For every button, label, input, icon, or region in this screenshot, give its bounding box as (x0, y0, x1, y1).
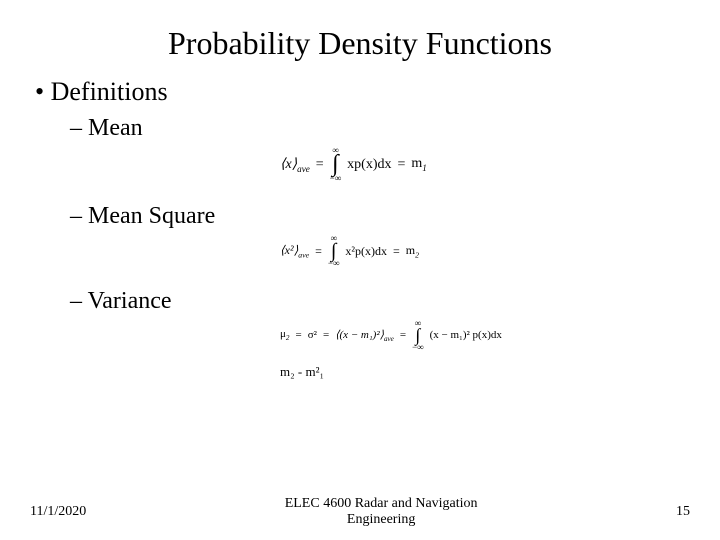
mean-square-label: Mean Square (88, 203, 215, 229)
meansq-integrand: x²p(x)dx (345, 244, 387, 259)
slide: Probability Density Functions Definition… (0, 0, 720, 540)
variance-label: Variance (88, 288, 172, 314)
bullet-mean-square: Mean Square (70, 203, 690, 230)
footer: 11/1/2020 ELEC 4600 Radar and Navigation… (0, 496, 720, 528)
slide-title: Probability Density Functions (30, 25, 690, 62)
mean-rhs: m1 (411, 156, 426, 173)
definitions-label: Definitions (51, 77, 168, 106)
variance-sigma: σ² (308, 329, 317, 341)
equals-icon: = (315, 244, 322, 259)
equals-icon: = (323, 329, 329, 341)
meansq-lhs: ⟨x²⟩ave (280, 243, 309, 259)
mean-lhs: ⟨x⟩ave (280, 156, 310, 174)
formula-variance: μ2 = σ² = ⟨(x − m₁)²⟩ave = ∞ ∫ −∞ (x − m… (280, 319, 690, 351)
meansq-rhs: m2 (406, 243, 419, 259)
footer-course: ELEC 4600 Radar and Navigation Engineeri… (86, 496, 676, 528)
bullet-definitions: Definitions (35, 77, 690, 107)
equals-icon: = (398, 157, 406, 173)
equals-icon: = (393, 244, 400, 259)
equals-icon: = (316, 157, 324, 173)
integral-icon: ∞ ∫ −∞ (412, 319, 424, 351)
footer-course-line1: ELEC 4600 Radar and Navigation (86, 496, 676, 512)
equals-icon: = (295, 329, 301, 341)
formula-mean: ⟨x⟩ave = ∞ ∫ −∞ xp(x)dx = m1 (280, 146, 690, 183)
bullet-variance: Variance (70, 288, 690, 315)
variance-extra: m₂ - m²₁ (280, 364, 690, 380)
equals-icon: = (400, 329, 406, 341)
integral-icon: ∞ ∫ −∞ (330, 146, 342, 183)
variance-mu: μ2 (280, 328, 289, 342)
mean-integrand: xp(x)dx (347, 157, 391, 173)
mean-label: Mean (88, 115, 143, 141)
formula-mean-square: ⟨x²⟩ave = ∞ ∫ −∞ x²p(x)dx = m2 (280, 234, 690, 268)
variance-integrand: (x − m₁)² p(x)dx (430, 329, 502, 341)
bullet-mean: Mean (70, 115, 690, 142)
variance-mid: ⟨(x − m₁)²⟩ave (335, 328, 394, 343)
integral-icon: ∞ ∫ −∞ (328, 234, 340, 268)
footer-course-line2: Engineering (86, 512, 676, 528)
footer-date: 11/1/2020 (30, 504, 86, 520)
footer-page: 15 (676, 504, 690, 520)
